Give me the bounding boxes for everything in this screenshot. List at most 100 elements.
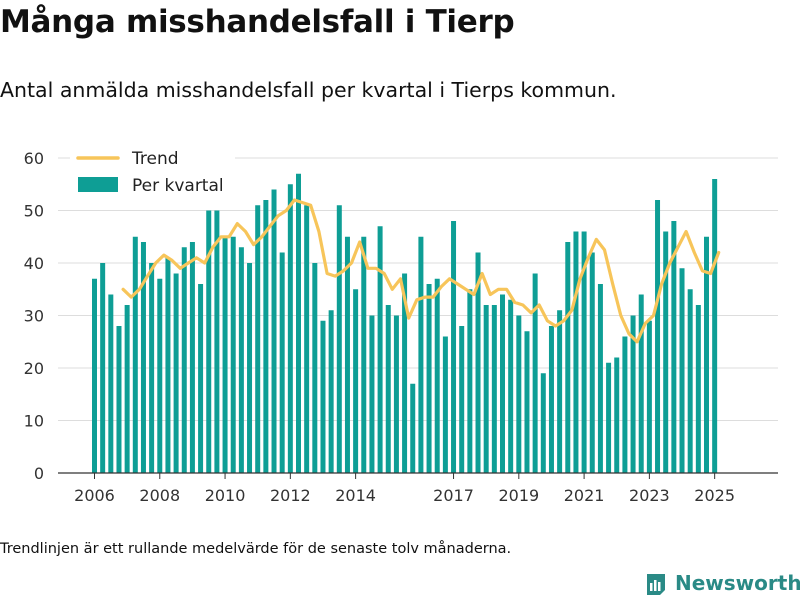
bar	[695, 305, 701, 473]
x-tick-label: 2010	[205, 486, 246, 505]
legend-bar-label: Per kvartal	[132, 176, 224, 196]
bar	[434, 278, 440, 473]
bar	[426, 284, 432, 473]
bar	[655, 200, 661, 473]
bar	[597, 284, 603, 473]
bar	[271, 189, 277, 473]
bar	[483, 305, 489, 473]
bar	[238, 247, 244, 473]
bar	[418, 236, 424, 473]
bar	[622, 336, 628, 473]
bar	[108, 294, 114, 473]
bar	[140, 242, 146, 473]
bar	[606, 362, 612, 473]
bar	[565, 242, 571, 473]
legend-background	[70, 146, 235, 204]
newsworthy-logo-icon	[647, 574, 665, 595]
brand-name: Newsworthy	[675, 571, 800, 595]
bar	[157, 278, 163, 473]
x-tick-label: 2019	[498, 486, 539, 505]
y-tick-label: 60	[24, 149, 44, 168]
bar	[712, 179, 718, 473]
bar	[500, 294, 505, 473]
bar	[385, 305, 391, 473]
bar	[116, 326, 122, 473]
bar	[206, 210, 212, 473]
y-tick-label: 50	[24, 202, 44, 221]
bar	[663, 231, 669, 473]
y-tick-label: 30	[24, 307, 44, 326]
bar	[320, 320, 326, 473]
legend-bar-swatch	[78, 177, 118, 192]
bar	[451, 221, 457, 473]
bar	[230, 236, 236, 473]
trend-line	[121, 198, 721, 344]
bar	[630, 315, 636, 473]
bar	[189, 242, 195, 473]
bar	[646, 320, 652, 473]
bar	[287, 184, 293, 473]
chart-title: Många misshandelsfall i Tierp	[0, 4, 515, 40]
bar	[581, 231, 587, 473]
bar	[475, 252, 481, 473]
bar	[548, 326, 554, 473]
bar	[377, 226, 383, 473]
y-axis-labels: 0 10 20 30 40 50 60	[24, 149, 44, 483]
bar	[296, 173, 301, 473]
bar	[614, 357, 620, 473]
x-tick-label: 2008	[139, 486, 180, 505]
bar	[336, 205, 342, 473]
bar	[100, 263, 106, 473]
bar	[132, 236, 138, 473]
chart-subtitle: Antal anmälda misshandelsfall per kvarta…	[0, 78, 617, 102]
bar	[402, 273, 408, 473]
bar	[638, 294, 644, 473]
newsworthy-logo: Newsworthy	[645, 568, 800, 598]
footnote: Trendlinjen är ett rullande medelvärde f…	[0, 541, 512, 557]
legend-trend-label: Trend	[131, 149, 179, 169]
bar	[491, 305, 497, 473]
bar	[467, 289, 473, 473]
bar	[344, 236, 350, 473]
bar	[353, 289, 359, 473]
bar	[222, 236, 228, 473]
bar	[92, 278, 97, 473]
bar	[671, 221, 677, 473]
x-tick-label: 2006	[74, 486, 115, 505]
bar	[263, 200, 269, 473]
x-tick-label: 2025	[694, 486, 735, 505]
bar	[524, 331, 530, 473]
bar	[557, 310, 563, 473]
trend-line-layer	[121, 198, 721, 344]
bar	[508, 299, 514, 473]
bar	[214, 210, 220, 473]
x-tick-label: 2012	[270, 486, 311, 505]
x-tick-label: 2023	[629, 486, 670, 505]
bar	[361, 236, 367, 473]
x-tick-label: 2021	[564, 486, 605, 505]
bar	[181, 247, 187, 473]
bar	[679, 268, 685, 473]
bar	[255, 205, 261, 473]
bar	[165, 257, 171, 473]
y-tick-label: 0	[34, 464, 44, 483]
x-tick-label: 2017	[433, 486, 474, 505]
bar	[328, 310, 334, 473]
bar	[124, 305, 130, 473]
bar	[304, 205, 310, 473]
bar	[410, 383, 416, 473]
bars-per-kvartal	[92, 173, 718, 473]
bar	[687, 289, 693, 473]
legend: Trend Per kvartal	[70, 146, 235, 204]
bar	[173, 273, 179, 473]
bar	[369, 315, 375, 473]
bar	[279, 252, 285, 473]
bar	[704, 236, 709, 473]
y-tick-label: 10	[24, 412, 44, 431]
bar	[589, 252, 595, 473]
bar	[540, 373, 546, 473]
bar	[459, 326, 465, 473]
y-tick-label: 20	[24, 359, 44, 378]
bar	[247, 263, 253, 473]
